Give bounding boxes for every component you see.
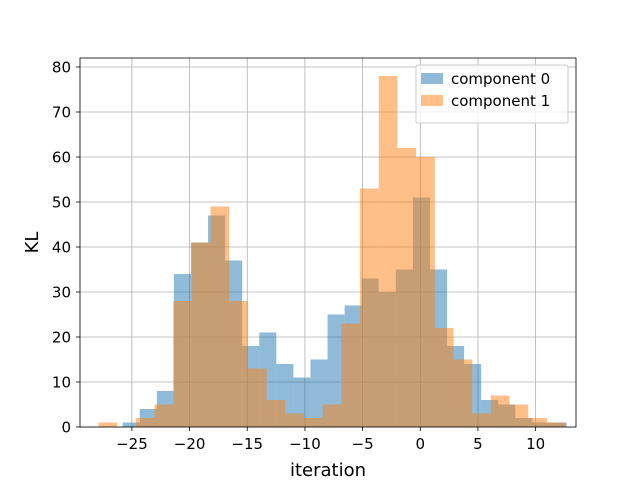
legend-box: [415, 64, 569, 124]
x-tick-label: −10: [289, 435, 321, 453]
histogram-bar-series-1: [490, 395, 510, 427]
histogram-bar-series-1: [453, 359, 473, 427]
histogram-bar-series-1: [247, 368, 267, 427]
x-tick-label: 10: [526, 435, 545, 453]
histogram-bar-series-1: [509, 404, 529, 427]
histogram-bar-series-1: [304, 418, 323, 427]
x-tick-label: 0: [416, 435, 426, 453]
histogram-bar-series-1: [434, 328, 454, 427]
y-tick-label: 10: [52, 374, 71, 392]
x-tick-label: −5: [352, 435, 374, 453]
x-axis-ticks: −25 −20 −15 −10 −5 0 5 10: [116, 427, 545, 453]
histogram-bar-series-1: [397, 148, 417, 427]
histogram-bar-series-1: [210, 206, 230, 427]
y-tick-label: 0: [61, 419, 71, 437]
y-tick-label: 20: [52, 329, 71, 347]
y-tick-label: 70: [52, 104, 71, 122]
histogram-bar-series-1: [378, 76, 398, 427]
histogram-bar-series-0: [327, 314, 345, 427]
histogram-bar-series-1: [154, 404, 174, 427]
histogram-bar-series-1: [360, 188, 379, 427]
x-axis-label: iteration: [290, 460, 366, 480]
legend-swatch: [421, 95, 443, 106]
histogram-bar-series-1: [472, 413, 491, 427]
histogram-bar-series-1: [135, 418, 155, 427]
histogram-bar-series-1: [191, 242, 211, 427]
y-tick-label: 30: [52, 284, 71, 302]
x-tick-label: 5: [473, 435, 483, 453]
histogram-bar-series-1: [341, 323, 361, 427]
x-tick-label: −25: [116, 435, 148, 453]
legend-entry-label: component 0: [451, 70, 550, 88]
histogram-bar-series-1: [266, 400, 286, 427]
legend-swatch: [421, 73, 443, 84]
plot-area-frame: [79, 57, 577, 428]
y-tick-label: 40: [52, 239, 71, 257]
x-tick-label: −20: [174, 435, 206, 453]
histogram-bar-series-1: [173, 301, 192, 427]
y-tick-label: 80: [52, 59, 71, 77]
histogram-bar-series-1: [322, 404, 342, 427]
y-axis-ticks: 0 10 20 30 40 50 60 70 80: [52, 59, 80, 437]
histogram-bar-series-1: [229, 301, 248, 427]
histogram-bar-series-1: [98, 422, 118, 427]
histogram-bar-series-1: [546, 422, 566, 427]
y-tick-label: 50: [52, 194, 71, 212]
y-tick-label: 60: [52, 149, 71, 167]
histogram-bar-series-1: [528, 418, 547, 427]
legend: component 0 component 1: [415, 64, 569, 124]
histogram-bar-series-0: [122, 422, 140, 427]
x-tick-label: −15: [231, 435, 263, 453]
y-axis-label: KL: [22, 232, 43, 254]
histogram-bar-series-1: [416, 157, 435, 427]
histogram-bar-series-1: [285, 413, 305, 427]
histogram-bars: [98, 76, 567, 427]
legend-entry-label: component 1: [451, 92, 550, 110]
